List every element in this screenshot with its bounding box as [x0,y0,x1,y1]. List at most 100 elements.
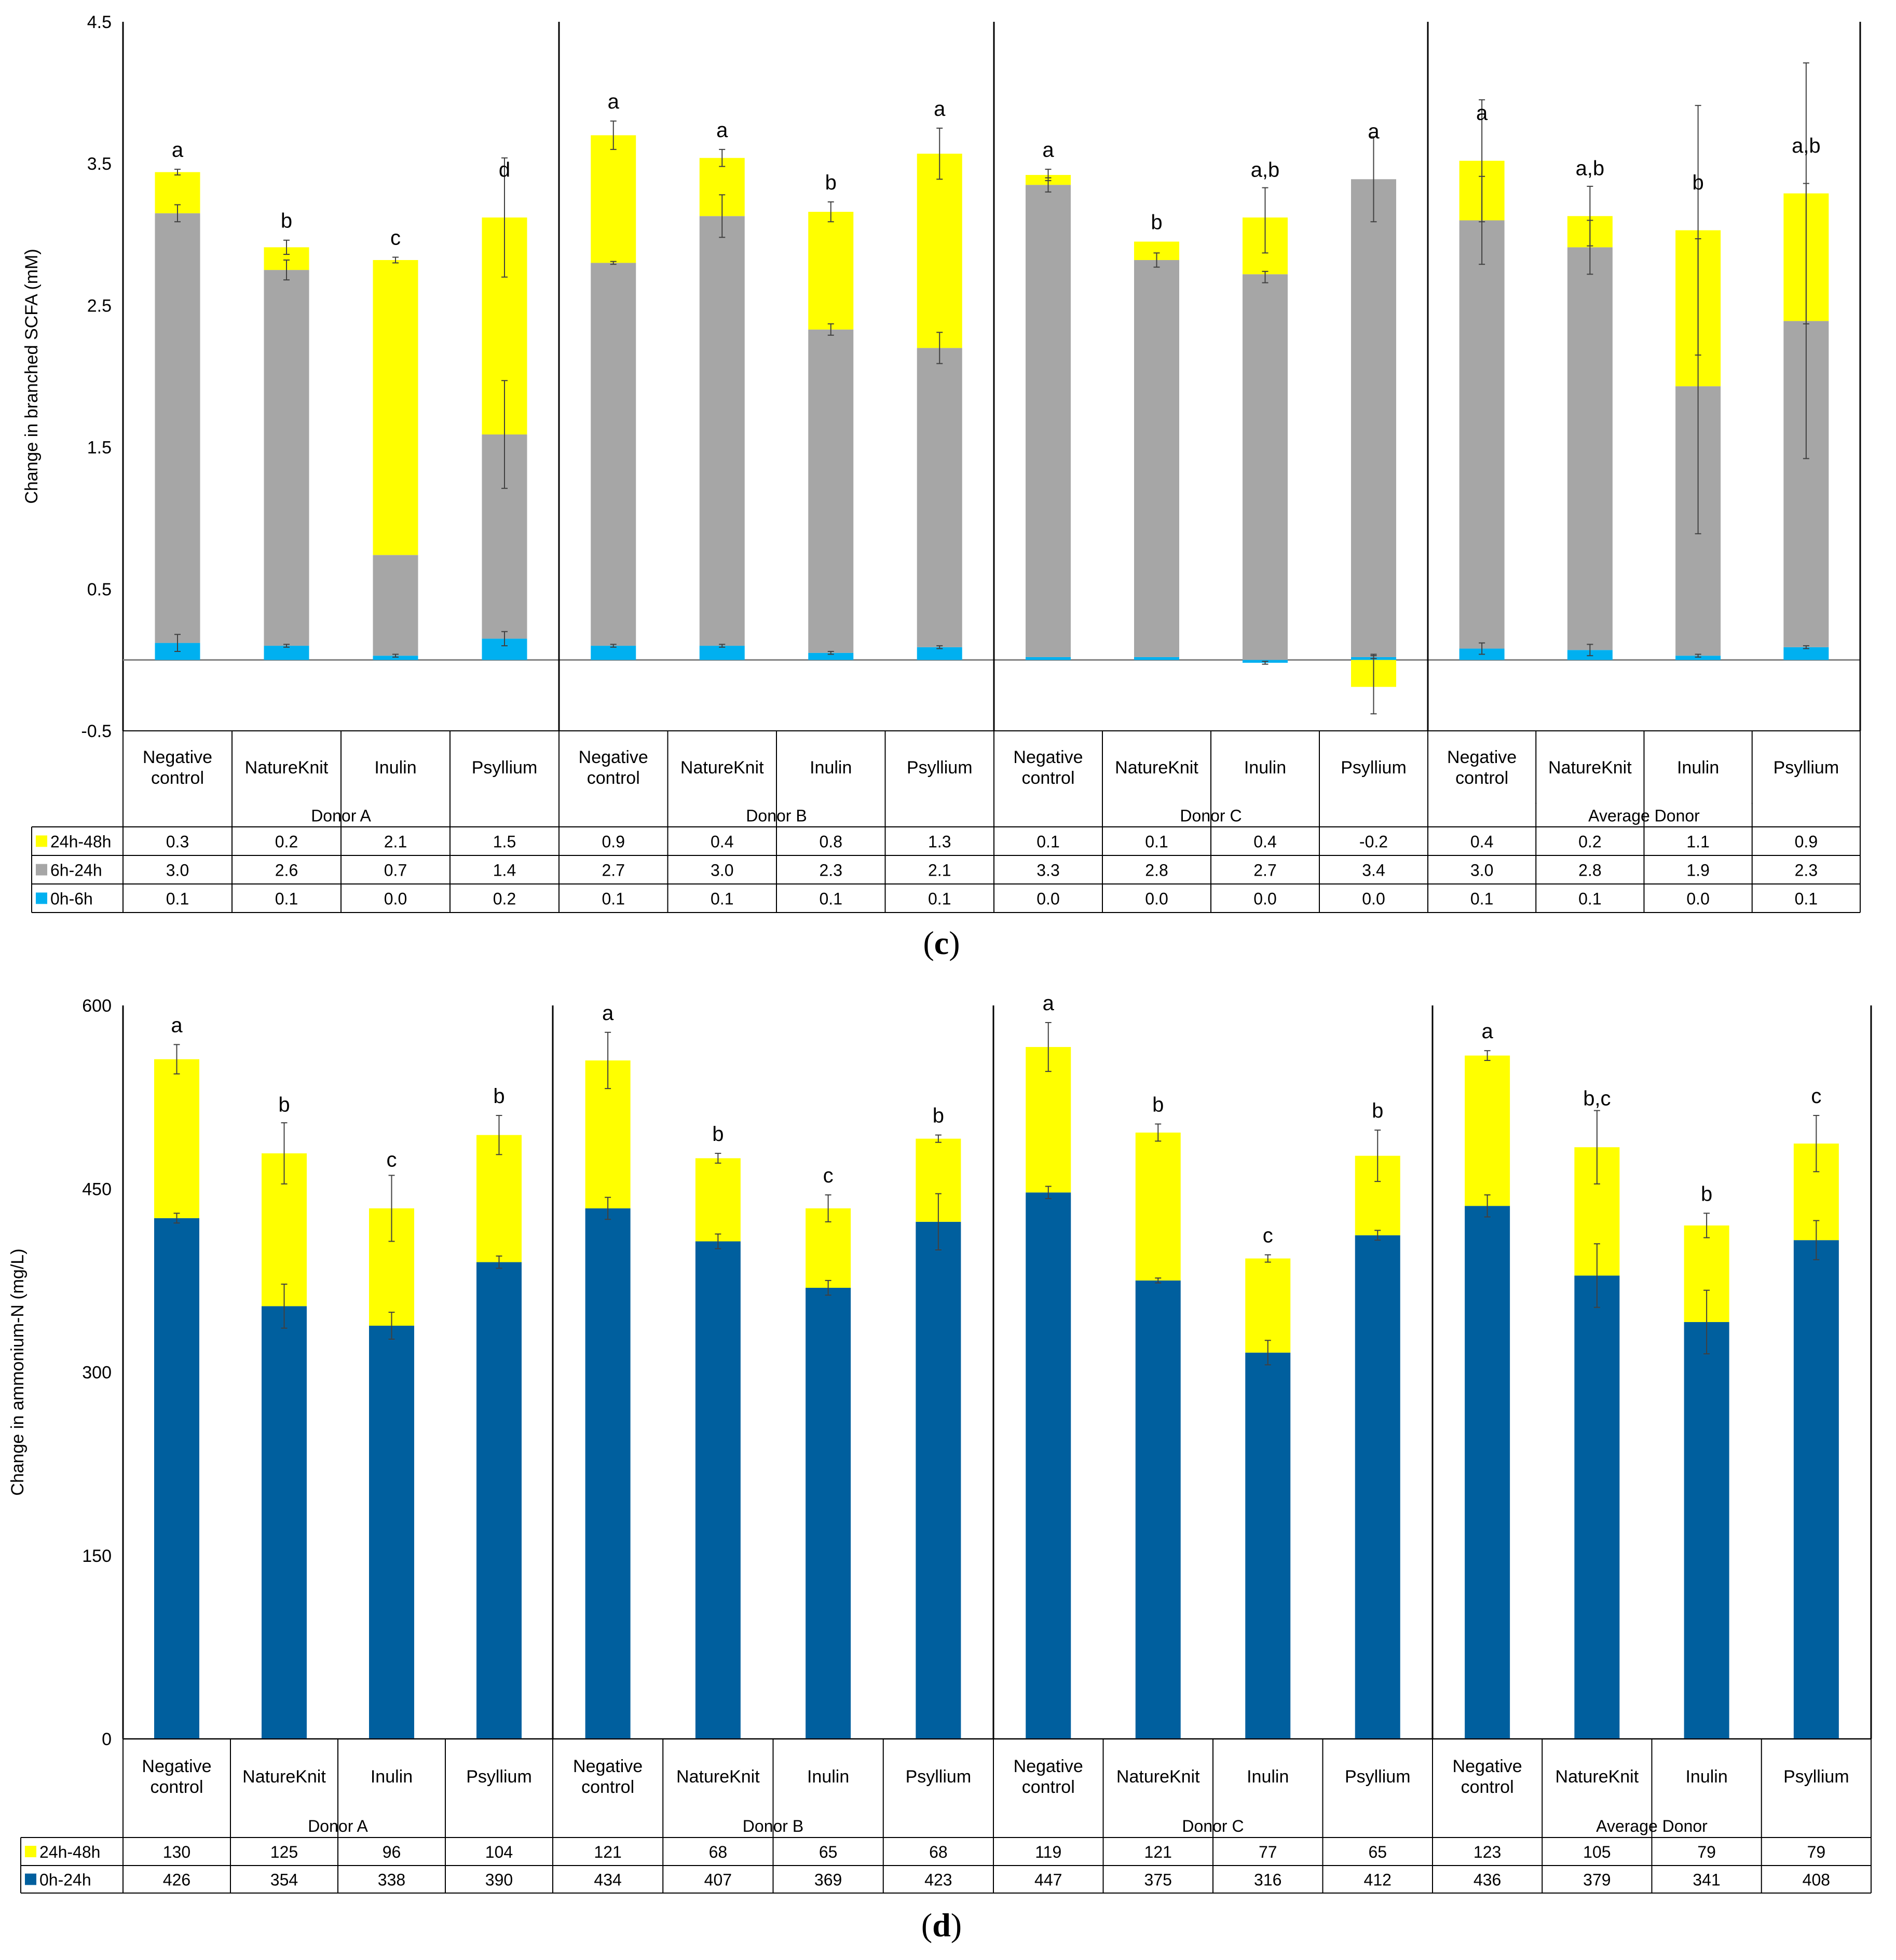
table-value: 0.7 [384,861,407,880]
bar-segment-0h-6h [264,646,309,660]
significance-letter: a [1476,102,1488,125]
category-label: Inulin [1244,758,1286,778]
panel-label: (d) [921,1907,962,1943]
legend-label: 24h-48h [39,1843,100,1861]
category-label: Negative [579,747,648,767]
bar-segment-0h-24h [369,1326,414,1739]
significance-letter: b [278,1093,290,1116]
table-value: 0.0 [1145,890,1168,908]
category-label: Negative [573,1757,643,1776]
table-value: 0.9 [602,833,625,851]
category-label: Inulin [807,1767,849,1787]
legend-label: 0h-6h [50,890,93,908]
significance-letter: c [1263,1224,1273,1247]
significance-letter: b [1152,1093,1164,1116]
category-label: control [1022,1777,1075,1797]
table-value: 1.4 [493,861,516,880]
table-value: 436 [1474,1871,1501,1889]
legend-swatch-6h-24h [36,864,47,876]
significance-letter: a [602,1002,614,1025]
significance-letter: b [825,171,837,194]
category-label: Negative [142,1757,211,1776]
category-label: Negative [1014,1757,1083,1776]
bar-segment-6h-24h [1567,247,1613,650]
table-value: 0.1 [1470,890,1493,908]
bar-segment-24h-48h [808,212,854,330]
table-value: 121 [594,1843,621,1861]
table-value: 0.1 [275,890,298,908]
category-label: Psyllium [1345,1767,1411,1787]
table-value: 2.7 [602,861,625,880]
category-label: Negative [143,747,212,767]
category-label: Negative [1453,1757,1522,1776]
table-value: 379 [1583,1871,1611,1889]
panel-letter: c [934,924,949,961]
bar-segment-0h-6h [699,646,745,660]
legend-swatch-0h-6h [36,892,47,904]
category-label: Inulin [1247,1767,1289,1787]
category-label: control [150,1777,203,1797]
table-value: 369 [814,1871,842,1889]
group-label: Donor B [743,1817,803,1835]
table-value: 0.1 [602,890,625,908]
significance-letter: c [390,227,401,250]
table-value: 407 [704,1871,732,1889]
table-value: 0.2 [493,890,516,908]
category-label: Negative [1447,747,1517,767]
panel-paren: ( [921,1907,932,1943]
significance-letter: b,c [1583,1087,1611,1110]
bar-segment-0h-6h [1783,647,1829,660]
bar-segment-24h-48h [1465,1055,1510,1206]
table-value: 96 [383,1843,401,1861]
table-value: 423 [924,1871,952,1889]
table-value: 2.1 [384,833,407,851]
table-value: 65 [1368,1843,1387,1861]
significance-letter: c [387,1148,397,1171]
category-label: Inulin [810,758,852,778]
table-value: 104 [485,1843,513,1861]
table-value: 1.1 [1686,833,1709,851]
category-label: NatureKnit [676,1767,760,1787]
bar-segment-6h-24h [917,348,962,647]
table-value: 0.2 [1578,833,1601,851]
significance-letter: a [934,98,946,120]
bar-segment-24h-48h [476,1135,522,1262]
bar-segment-0h-24h [1574,1275,1620,1739]
table-value: 0.0 [1362,890,1385,908]
table-value: 0.1 [1795,890,1818,908]
table-value: 77 [1259,1843,1277,1861]
table-value: 354 [270,1871,298,1889]
group-label: Donor A [311,807,371,825]
category-label: NatureKnit [1116,1767,1200,1787]
table-value: 79 [1807,1843,1826,1861]
y-tick-label: 300 [82,1363,112,1383]
y-axis-title: Change in branched SCFA (mM) [22,249,42,503]
table-value: 434 [594,1871,621,1889]
significance-letter: c [823,1164,834,1187]
table-value: 2.3 [820,861,842,880]
group-label: Donor B [746,807,807,825]
chart-panel-d: 600 450 300 150 0 Change in ammonium-N (mg/L)… [8,992,1872,1943]
significance-letter: b [1372,1099,1383,1122]
table-value: 0.0 [384,890,407,908]
table-value: 390 [485,1871,513,1889]
panel-letter: d [932,1907,951,1943]
chart-panel-c: 4.5 3.5 2.5 1.5 0.5 -0.5 Change in branched SC… [22,12,1861,961]
bar-segment-0h-24h [585,1208,631,1739]
table-value: 0.1 [711,890,733,908]
category-label: control [581,1777,634,1797]
table-value: 412 [1364,1871,1392,1889]
bar-segment-24h-48h [917,154,962,348]
table-value: 338 [378,1871,405,1889]
category-label: Psyllium [906,1767,972,1787]
legend-label: 6h-24h [50,861,102,880]
bar-segment-0h-24h [1355,1235,1400,1739]
table-value: 68 [929,1843,948,1861]
category-label: NatureKnit [1115,758,1198,778]
table-value: 1.9 [1686,861,1709,880]
y-tick-label: 2.5 [87,296,112,316]
significance-letter: b [281,210,292,233]
y-tick-label: 0.5 [87,580,112,600]
significance-letter: a [608,90,620,113]
